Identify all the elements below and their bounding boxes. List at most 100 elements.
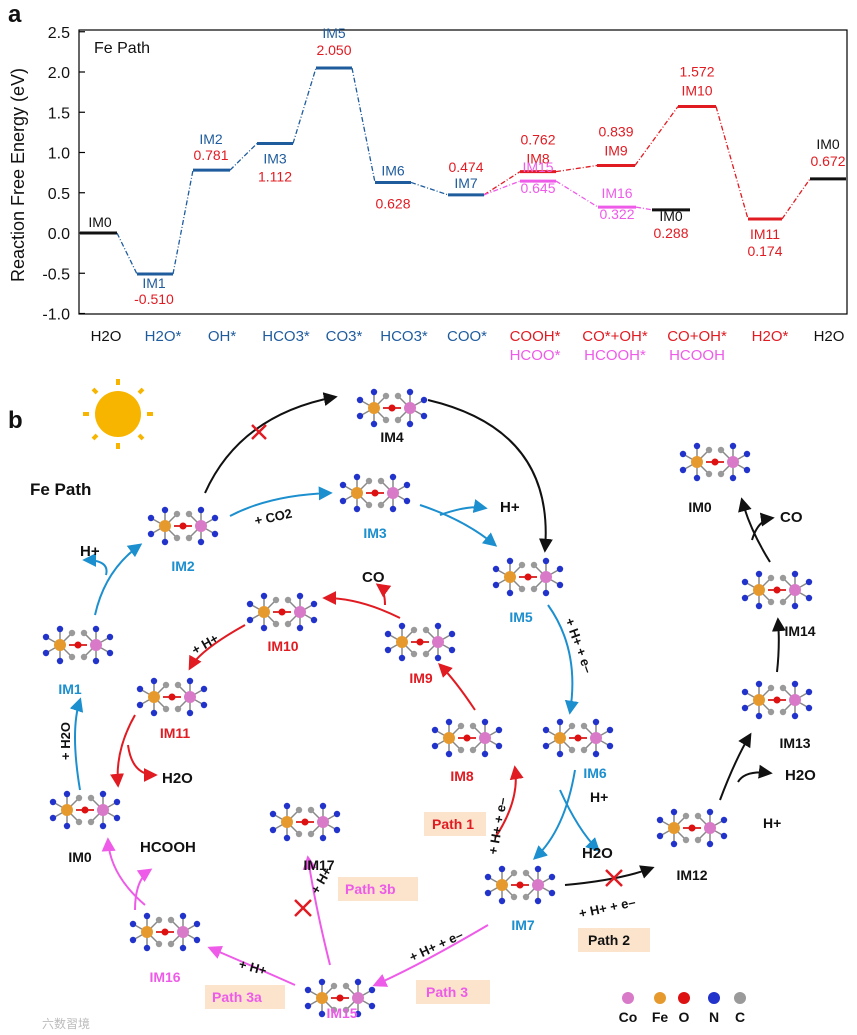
arrow-im2-im4 <box>204 392 338 494</box>
y-tick-label: 1.0 <box>48 146 70 163</box>
level-connector <box>555 164 598 173</box>
energy-level-name: IM6 <box>381 162 405 178</box>
energy-level-name: IM2 <box>199 131 223 147</box>
label-im14: IM14 <box>784 623 815 639</box>
arrow-im4-im5 <box>427 399 553 553</box>
level-connector <box>483 171 521 196</box>
label-im3: IM3 <box>363 525 387 541</box>
species-h2o-2: H2O <box>582 845 613 862</box>
species-plus-he-4: + H+ + e– <box>578 894 637 921</box>
level-connector <box>116 232 138 275</box>
molecule-im2 <box>146 505 220 547</box>
energy-level-name: IM16 <box>601 185 632 201</box>
label-im13: IM13 <box>779 735 810 751</box>
x-label-alt: HCOO* <box>510 347 561 364</box>
arrow-im15-im17 <box>302 855 331 966</box>
label-im17: IM17 <box>303 857 334 873</box>
path3-tag <box>416 980 490 1004</box>
arrow-im16-im0 <box>101 837 146 906</box>
arrow-release-h <box>439 499 488 516</box>
plot-frame <box>78 29 848 315</box>
label-im12: IM12 <box>676 867 707 883</box>
species-hcooh: HCOOH <box>140 839 196 856</box>
arrow-im1-im2 <box>94 543 143 616</box>
label-im8: IM8 <box>450 768 474 784</box>
level-connector <box>555 180 599 208</box>
species-plus-he-3: + H+ + e– <box>407 927 465 965</box>
energy-level-name: IM5 <box>322 25 346 41</box>
energy-level-value: 0.781 <box>193 147 228 163</box>
molecule-im1 <box>41 624 115 666</box>
x-label: OH* <box>208 328 237 345</box>
species-plus-he-2: + H+ + e– <box>485 796 510 855</box>
arrow-im5-im6 <box>547 604 579 715</box>
y-tick-label: -1.0 <box>42 307 70 324</box>
x-label: H2O <box>814 328 845 345</box>
energy-level-value: 0.288 <box>653 225 688 241</box>
molecule-im8 <box>430 717 504 759</box>
panel-a-letter: a <box>8 1 22 28</box>
molecule-im11 <box>135 676 209 718</box>
molecule-im0-product <box>678 441 752 483</box>
y-tick-label: 2.5 <box>48 25 70 42</box>
arrow-im6-im7 <box>532 769 576 860</box>
path3b-tag <box>338 877 418 901</box>
arrow-release-co <box>375 583 392 606</box>
arrow-release-co-product <box>751 512 775 541</box>
path2-label: Path 2 <box>588 932 630 948</box>
label-im9: IM9 <box>409 670 433 686</box>
energy-level-name: IM8 <box>526 151 550 167</box>
y-tick-label: -0.5 <box>42 266 70 283</box>
molecule-im12 <box>655 807 729 849</box>
species-plus-h-1: + H+ <box>189 630 221 657</box>
label-im6: IM6 <box>583 765 607 781</box>
arrow-im11-im0 <box>110 714 136 788</box>
legend-c: C <box>735 1009 745 1025</box>
x-label: COO* <box>447 328 487 345</box>
arrow-im3-im5 <box>419 504 498 547</box>
arrow-release-hcooh <box>134 868 153 911</box>
path3-label: Path 3 <box>426 984 468 1000</box>
arrow-im7-im8 <box>494 765 524 839</box>
label-im4: IM4 <box>380 429 404 445</box>
x-label: CO+OH* <box>667 328 727 345</box>
molecule-im7 <box>483 864 557 906</box>
molecule-im0-b <box>48 789 122 831</box>
x-label-alt: HCOOH* <box>584 347 646 364</box>
energy-level-value: 0.174 <box>747 243 782 259</box>
molecule-im13 <box>740 679 814 721</box>
energy-level-name: IM11 <box>750 226 780 242</box>
x-label: H2O* <box>145 328 182 345</box>
x-label: CO*+OH* <box>582 328 648 345</box>
molecule-im14 <box>740 569 814 611</box>
y-tick-label: 0.5 <box>48 186 70 203</box>
species-plus-h-2: + H+ <box>237 956 268 978</box>
label-im10: IM10 <box>267 638 298 654</box>
x-label-alt: HCOOH <box>669 347 725 364</box>
label-im1: IM1 <box>58 681 82 697</box>
y-axis-label: Reaction Free Energy (eV) <box>8 68 28 282</box>
legend-o: O <box>679 1009 690 1025</box>
molecule-im9 <box>383 621 457 663</box>
molecule-im17 <box>268 801 342 843</box>
label-im2: IM2 <box>171 558 195 574</box>
path1-tag <box>424 812 486 836</box>
level-connector <box>781 178 811 220</box>
level-connector <box>634 106 679 166</box>
molecule-im6 <box>541 717 615 759</box>
energy-level-name: IM3 <box>263 150 287 166</box>
y-tick-label: 2.0 <box>48 65 70 82</box>
molecule-im5 <box>491 556 565 598</box>
species-h-plus-4: H+ <box>763 815 781 831</box>
energy-level-name: IM15 <box>522 159 553 175</box>
energy-level-value: 1.572 <box>679 63 714 79</box>
legend-co: Co <box>619 1009 638 1025</box>
level-connector <box>715 106 749 220</box>
energy-level-name: IM10 <box>681 82 712 98</box>
arrow-release-h2o <box>559 789 600 852</box>
arrow-release-h2o-im13 <box>737 764 773 783</box>
arrow-im2-im3 <box>229 486 333 517</box>
arrow-im0-im1 <box>69 697 84 791</box>
